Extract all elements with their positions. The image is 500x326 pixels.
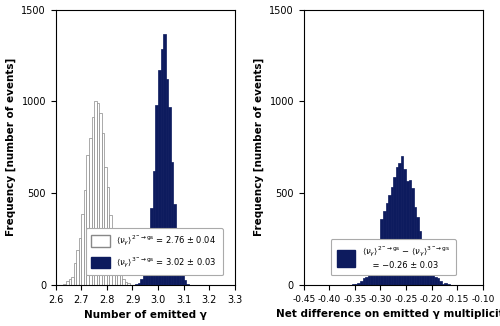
- Bar: [429, 267, 432, 285]
- Bar: [358, 283, 360, 285]
- Bar: [406, 181, 408, 285]
- Bar: [432, 271, 434, 285]
- Bar: [107, 187, 110, 285]
- Bar: [66, 281, 68, 285]
- Legend: $\langle\nu_\gamma\rangle^{2^-\!\rightarrow\mathrm{gs}}$ $-$ $\langle\nu_\gamma\: $\langle\nu_\gamma\rangle^{2^-\!\rightar…: [330, 239, 456, 275]
- Bar: [360, 281, 362, 285]
- Bar: [444, 283, 447, 285]
- Bar: [378, 239, 380, 285]
- Bar: [352, 284, 355, 285]
- Bar: [370, 265, 373, 285]
- Bar: [125, 282, 128, 285]
- Bar: [102, 133, 104, 285]
- Bar: [146, 265, 148, 285]
- Bar: [96, 103, 99, 285]
- Bar: [440, 281, 442, 285]
- Bar: [383, 212, 386, 285]
- Bar: [153, 170, 156, 285]
- Bar: [76, 250, 78, 285]
- Bar: [74, 263, 76, 285]
- Bar: [386, 203, 388, 285]
- Bar: [150, 208, 153, 285]
- Bar: [404, 170, 406, 285]
- Bar: [94, 101, 96, 285]
- Bar: [388, 195, 390, 285]
- Bar: [419, 231, 422, 285]
- Bar: [362, 278, 365, 285]
- Bar: [365, 276, 368, 285]
- Bar: [117, 264, 119, 285]
- Bar: [422, 244, 424, 285]
- Bar: [64, 284, 66, 285]
- Bar: [68, 279, 71, 285]
- Bar: [426, 256, 429, 285]
- Bar: [414, 207, 416, 285]
- Bar: [110, 215, 112, 285]
- Bar: [140, 279, 142, 285]
- Bar: [181, 274, 184, 285]
- Bar: [82, 214, 84, 285]
- Bar: [166, 79, 168, 285]
- Bar: [380, 219, 383, 285]
- Bar: [168, 108, 171, 285]
- Bar: [176, 234, 178, 285]
- Bar: [368, 272, 370, 285]
- X-axis label: Net difference on emitted γ multiplicity: Net difference on emitted γ multiplicity: [276, 309, 500, 319]
- Bar: [447, 284, 450, 285]
- Bar: [156, 105, 158, 285]
- Bar: [114, 257, 117, 285]
- Bar: [186, 284, 188, 285]
- Bar: [393, 177, 396, 285]
- Bar: [78, 238, 82, 285]
- Bar: [401, 156, 404, 285]
- Bar: [398, 163, 401, 285]
- Bar: [135, 284, 138, 285]
- Bar: [184, 280, 186, 285]
- X-axis label: Number of emitted γ: Number of emitted γ: [84, 310, 206, 320]
- Legend: $\langle\nu_\gamma\rangle^{2^-\!\rightarrow\mathrm{gs}}$ = 2.76 ± 0.04, $\langle: $\langle\nu_\gamma\rangle^{2^-\!\rightar…: [86, 228, 223, 275]
- Bar: [84, 190, 86, 285]
- Bar: [86, 156, 89, 285]
- Bar: [376, 250, 378, 285]
- Bar: [416, 217, 419, 285]
- Bar: [408, 180, 411, 285]
- Bar: [160, 49, 163, 285]
- Bar: [99, 113, 102, 285]
- Bar: [158, 70, 160, 285]
- Bar: [89, 138, 92, 285]
- Y-axis label: Frequency [number of events]: Frequency [number of events]: [6, 58, 16, 236]
- Bar: [411, 188, 414, 285]
- Bar: [138, 283, 140, 285]
- Bar: [178, 263, 181, 285]
- Bar: [92, 117, 94, 285]
- Bar: [128, 283, 130, 285]
- Bar: [434, 277, 436, 285]
- Bar: [442, 284, 444, 285]
- Bar: [104, 167, 107, 285]
- Bar: [122, 279, 125, 285]
- Bar: [390, 187, 393, 285]
- Bar: [396, 167, 398, 285]
- Bar: [373, 259, 376, 285]
- Bar: [142, 273, 146, 285]
- Bar: [436, 278, 440, 285]
- Bar: [112, 233, 114, 285]
- Y-axis label: Frequency [number of events]: Frequency [number of events]: [254, 58, 264, 236]
- Bar: [163, 34, 166, 285]
- Bar: [71, 277, 74, 285]
- Bar: [120, 275, 122, 285]
- Bar: [174, 204, 176, 285]
- Bar: [171, 162, 173, 285]
- Bar: [424, 250, 426, 285]
- Bar: [148, 243, 150, 285]
- Bar: [355, 284, 358, 285]
